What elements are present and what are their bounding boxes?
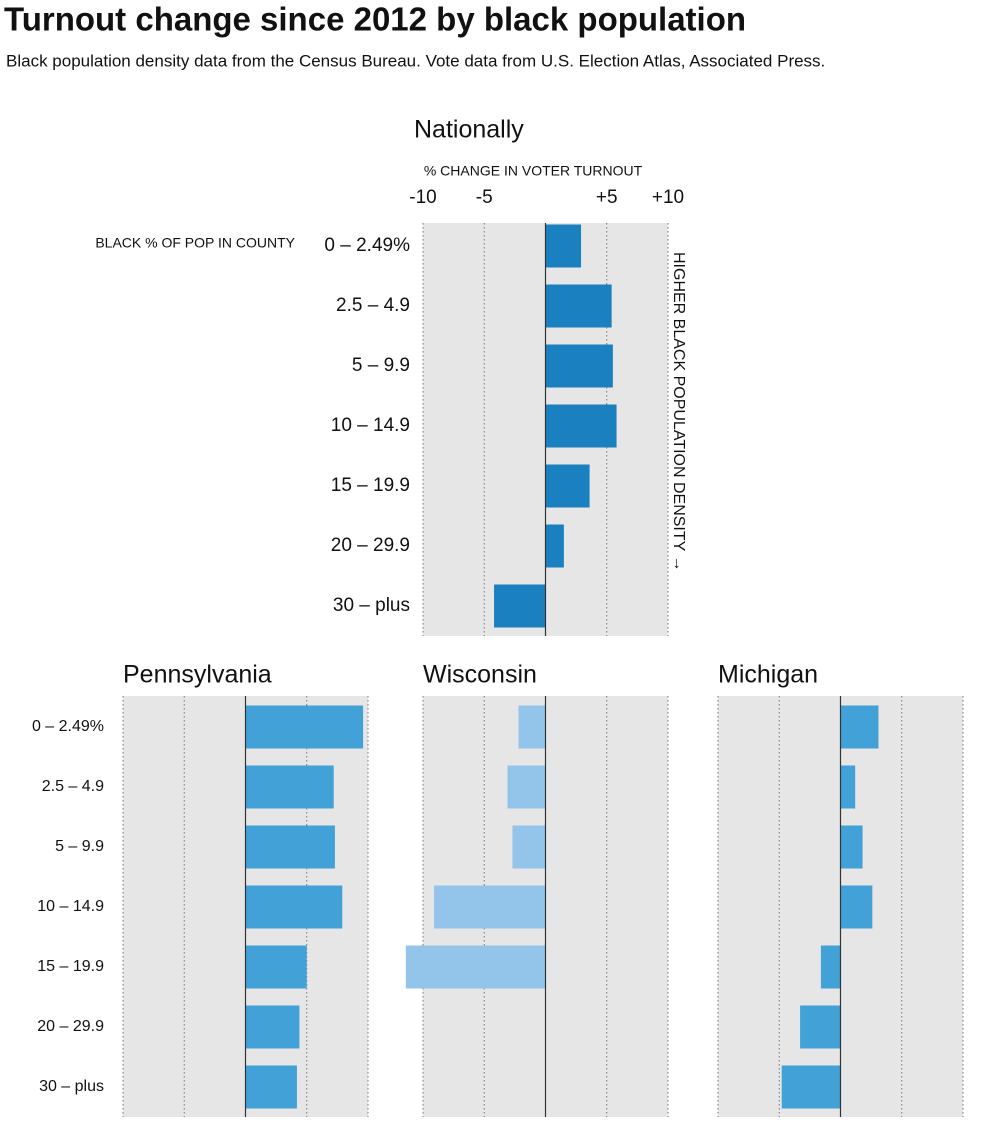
x-tick-label: +10 [652, 187, 684, 208]
x-tick-label: -10 [409, 187, 436, 208]
panel-title: Michigan [718, 661, 818, 689]
bar [840, 885, 873, 929]
y-tick-label: 20 – 29.9 [37, 1018, 104, 1035]
page-title: Turnout change since 2012 by black popul… [4, 1, 746, 38]
bar [245, 1065, 297, 1109]
bar [545, 524, 564, 568]
bar [781, 1065, 841, 1109]
annotation: HIGHER BLACK POPULATION DENSITY → [670, 252, 687, 571]
page-subtitle: Black population density data from the C… [6, 51, 825, 70]
bar [800, 1005, 841, 1049]
bar [245, 945, 307, 989]
bar [545, 224, 582, 268]
panel-title: Pennsylvania [123, 661, 272, 689]
bar [545, 464, 590, 508]
bar [245, 825, 335, 869]
y-tick-label: 15 – 19.9 [37, 958, 104, 975]
y-tick-label: 2.5 – 4.9 [336, 295, 410, 316]
bar [245, 885, 343, 929]
y-tick-label: 5 – 9.9 [55, 838, 104, 855]
bar [518, 705, 546, 749]
y-tick-label: 10 – 14.9 [331, 415, 410, 436]
bar [507, 765, 546, 809]
bar [245, 705, 364, 749]
bar [245, 1005, 300, 1049]
x-axis-label: % CHANGE IN VOTER TURNOUT [424, 163, 643, 179]
bar [245, 765, 334, 809]
bar [545, 404, 617, 448]
y-tick-label: 5 – 9.9 [352, 355, 410, 376]
y-tick-label: 10 – 14.9 [37, 898, 104, 915]
bar [494, 584, 546, 628]
y-tick-label: 0 – 2.49% [324, 235, 410, 256]
bar [405, 945, 546, 989]
y-tick-label: 0 – 2.49% [32, 718, 104, 735]
y-tick-label: 30 – plus [333, 595, 410, 616]
bar [512, 825, 546, 869]
panel-title: Nationally [414, 116, 524, 144]
y-tick-label: 15 – 19.9 [331, 475, 410, 496]
x-tick-label: +5 [596, 187, 618, 208]
bar [820, 945, 841, 989]
y-tick-label: 30 – plus [39, 1078, 104, 1095]
panel-title: Wisconsin [423, 661, 537, 689]
y-axis-label: BLACK % OF POP IN COUNTY [95, 235, 295, 251]
y-tick-label: 20 – 29.9 [331, 535, 410, 556]
bar [840, 705, 879, 749]
bar [434, 885, 546, 929]
bar [545, 344, 613, 388]
y-tick-label: 2.5 – 4.9 [42, 778, 104, 795]
bar [545, 284, 612, 328]
bar [840, 825, 863, 869]
x-tick-label: -5 [476, 187, 493, 208]
bar [840, 765, 856, 809]
